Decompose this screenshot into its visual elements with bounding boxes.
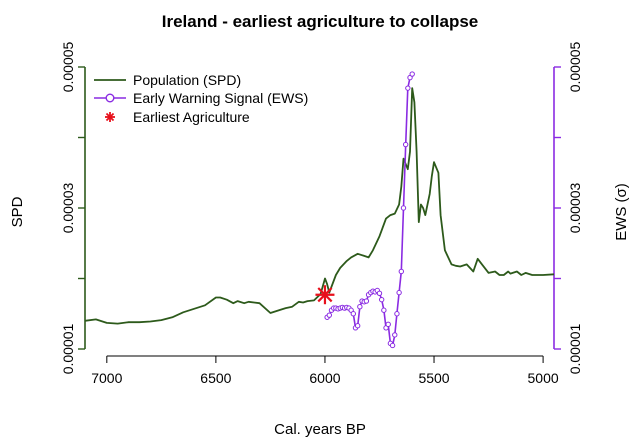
x-tick-label: 6000 (309, 370, 340, 386)
chart-title: Ireland - earliest agriculture to collap… (162, 12, 479, 31)
ews-point (354, 323, 361, 329)
ews-series-line (326, 73, 413, 347)
population-series-line (84, 87, 555, 325)
legend-swatch-agriculture (105, 112, 115, 122)
legend-item: Early Warning Signal (EWS) (94, 90, 308, 106)
axes: 0.00001 0.00003 0.00005 0.00001 0.00003 0.000… (60, 41, 583, 386)
y-tick-label-left: 0.00001 (60, 323, 76, 374)
ews-point (363, 298, 370, 304)
ews-point (357, 304, 363, 310)
x-tick-label: 5000 (528, 370, 559, 386)
x-tick-label: 7000 (91, 370, 122, 386)
ews-point (389, 342, 396, 349)
legend: Population (SPD) Early Warning Signal (EW… (94, 72, 308, 125)
legend-label: Population (SPD) (133, 72, 241, 88)
x-tick-label: 6500 (200, 370, 231, 386)
legend-item: Earliest Agriculture (105, 109, 250, 125)
x-tick-label: 5500 (418, 370, 449, 386)
y-tick-label-right: 0.00001 (567, 323, 583, 374)
legend-swatch-ews-point (105, 93, 115, 103)
ews-point (400, 205, 407, 211)
ews-point (378, 296, 385, 303)
y-tick-label-left: 0.00003 (60, 182, 76, 233)
ews-point (396, 289, 402, 296)
ews-point (398, 268, 405, 275)
x-axis-label: Cal. years BP (274, 421, 366, 438)
ews-point (409, 71, 415, 77)
y-tick-label-right: 0.00003 (567, 182, 583, 233)
legend-label: Early Warning Signal (EWS) (133, 90, 308, 106)
y-tick-label-right: 0.00005 (567, 41, 583, 92)
ews-point (405, 85, 411, 91)
y-tick-label-left: 0.00005 (60, 41, 76, 92)
ews-point (376, 290, 383, 297)
ews-point (381, 307, 387, 313)
ews-point (326, 312, 333, 318)
ews-point (394, 311, 400, 317)
ews-point (402, 141, 409, 148)
y-axis-label-right: EWS (σ) (613, 183, 630, 241)
legend-item: Population (SPD) (94, 72, 241, 88)
ews-point (385, 321, 391, 328)
plot-area (84, 71, 555, 349)
earliest-agriculture-marker (315, 285, 335, 305)
ews-point (350, 311, 357, 317)
ews-point (392, 332, 398, 338)
y-axis-label-left: SPD (9, 196, 26, 227)
legend-label: Earliest Agriculture (133, 109, 250, 125)
